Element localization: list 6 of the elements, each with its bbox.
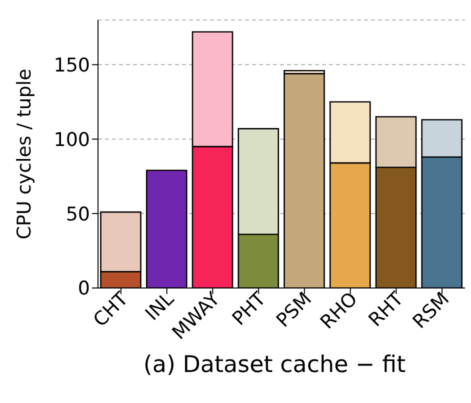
y-tick-label: 0 (78, 278, 90, 300)
text: (a) Dataset cache − fit (142, 352, 407, 378)
y-tick-label: 100 (54, 128, 90, 151)
y-tick-label: 50 (66, 203, 90, 226)
y-tick-label: 150 (54, 54, 90, 76)
y-axis-title: CPU cycles / tuple (14, 68, 36, 240)
